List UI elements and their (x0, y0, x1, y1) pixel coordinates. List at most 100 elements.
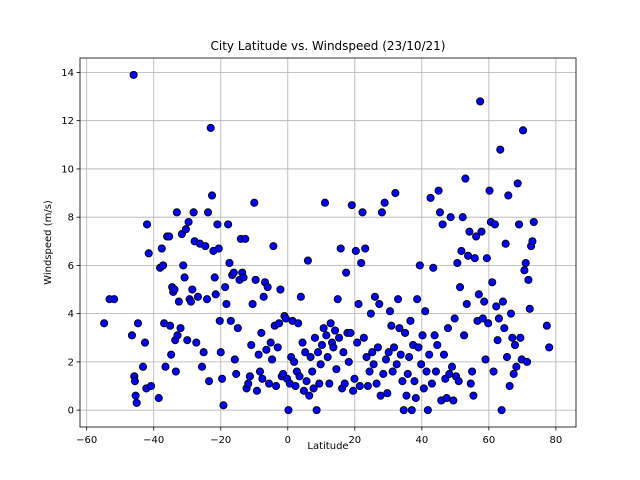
data-point (402, 391, 411, 400)
data-point (140, 338, 150, 347)
data-point (388, 367, 397, 376)
data-point (482, 254, 491, 263)
data-point (510, 340, 520, 350)
data-point (188, 285, 197, 294)
data-point (369, 360, 378, 369)
data-point (184, 217, 193, 227)
data-point (336, 244, 345, 253)
data-point (193, 292, 203, 301)
data-point (385, 307, 395, 316)
data-point (359, 333, 368, 342)
data-point (478, 314, 487, 323)
data-point (138, 362, 148, 371)
data-point (520, 266, 529, 275)
data-point (159, 261, 168, 270)
data-point (508, 333, 517, 342)
data-point (232, 369, 241, 378)
data-point (257, 328, 266, 337)
data-point (502, 353, 512, 362)
chart-title: City Latitude vs. Windspeed (23/10/21) (210, 39, 445, 53)
data-point (480, 297, 489, 306)
x-tick-label: −60 (76, 435, 97, 446)
data-point (469, 391, 478, 400)
data-point (396, 350, 405, 359)
data-point (379, 369, 388, 378)
data-point (250, 198, 259, 207)
data-point (470, 254, 479, 263)
data-point (272, 381, 281, 391)
data-point (445, 369, 454, 378)
data-point (453, 258, 462, 268)
data-point (485, 186, 494, 195)
x-tick-label: 20 (348, 435, 361, 446)
data-point (131, 391, 140, 400)
data-point (506, 309, 516, 318)
data-point (521, 258, 530, 268)
data-point (309, 384, 318, 393)
data-point (498, 297, 507, 306)
data-point (461, 174, 470, 183)
data-point (273, 343, 282, 352)
data-point (142, 220, 152, 229)
data-point (449, 396, 458, 405)
data-point (410, 377, 419, 386)
data-point (335, 333, 344, 342)
data-point (377, 208, 387, 217)
data-point (129, 70, 138, 79)
data-point (276, 285, 285, 294)
data-point (509, 369, 518, 378)
data-point (458, 213, 467, 222)
data-point (489, 367, 498, 376)
data-point (528, 237, 537, 246)
data-point (514, 220, 524, 229)
y-tick-label: 2 (68, 357, 74, 368)
data-point (146, 381, 156, 391)
data-point (202, 295, 212, 304)
grid-lines (80, 58, 576, 427)
data-point (418, 331, 427, 340)
data-point (259, 292, 268, 301)
data-point (438, 220, 447, 229)
data-point (443, 324, 453, 333)
data-point (269, 242, 278, 251)
data-point (375, 299, 384, 309)
data-point (462, 299, 471, 309)
x-axis-ticks: −60 −40 −20 0 20 40 60 80 (76, 427, 562, 446)
data-point (493, 336, 502, 345)
data-point (166, 321, 175, 330)
data-point (296, 292, 305, 301)
data-point (406, 316, 415, 325)
data-point (130, 377, 140, 386)
data-point (207, 191, 217, 200)
data-point (405, 353, 414, 362)
data-point (313, 348, 322, 357)
data-point (197, 362, 207, 371)
data-point (100, 319, 109, 328)
data-point (252, 386, 262, 395)
data-point (323, 353, 332, 362)
data-point (496, 145, 505, 154)
data-point (417, 360, 426, 369)
data-point (180, 273, 189, 282)
data-point (457, 246, 466, 255)
data-point (419, 384, 428, 393)
data-point (154, 394, 163, 403)
data-point (439, 350, 449, 359)
data-point (363, 381, 372, 391)
data-point (516, 333, 525, 342)
x-tick-label: 0 (285, 435, 291, 446)
data-point (468, 367, 477, 376)
data-point (248, 299, 257, 309)
data-point (305, 391, 314, 400)
data-point (186, 297, 195, 306)
data-point (290, 357, 299, 366)
data-point (362, 353, 371, 362)
data-point (497, 406, 506, 415)
data-point (284, 406, 293, 415)
data-point (372, 379, 381, 388)
data-point (315, 379, 324, 388)
data-point (192, 338, 201, 347)
data-point (306, 353, 315, 362)
x-tick-label: −40 (143, 435, 164, 446)
data-point (447, 362, 457, 371)
